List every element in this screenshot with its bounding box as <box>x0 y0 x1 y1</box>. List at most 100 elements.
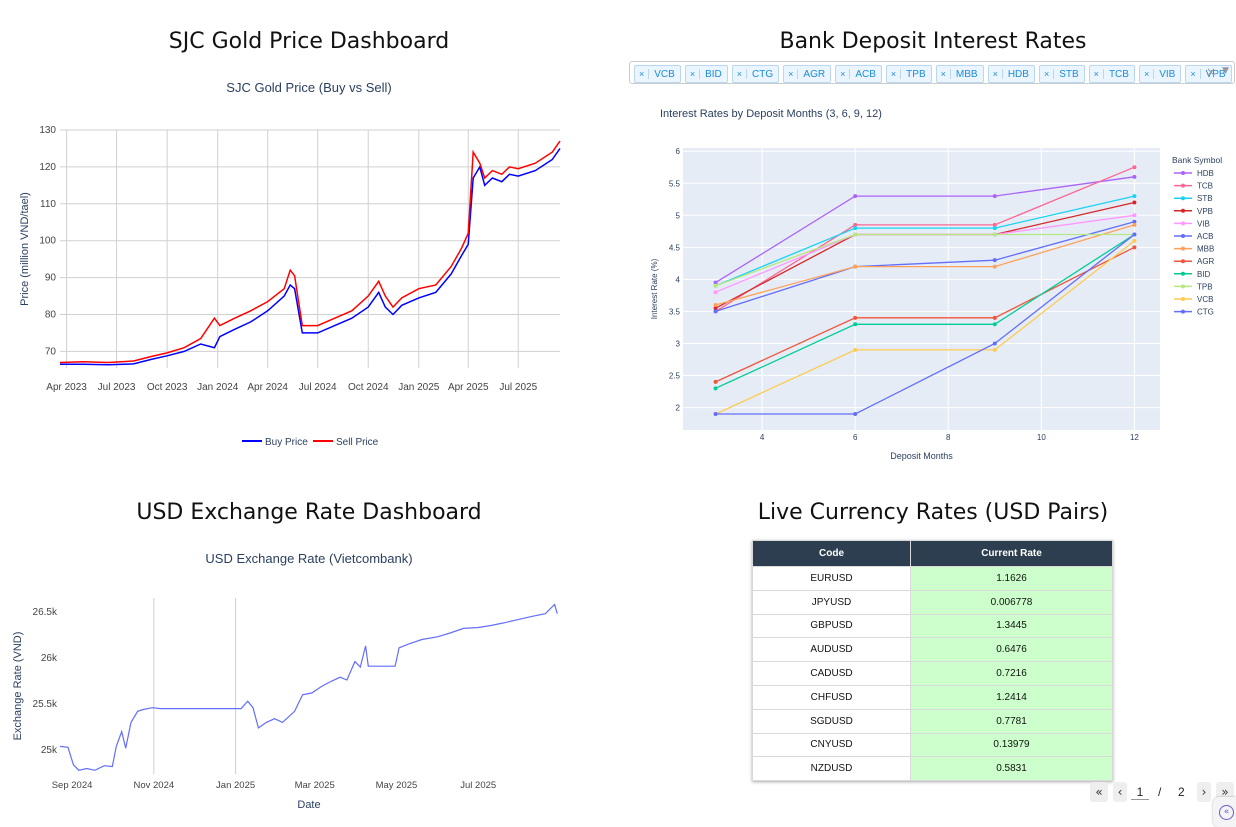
remove-chip-icon[interactable]: × <box>887 69 902 79</box>
chart-title: USD Exchange Rate (Vietcombank) <box>205 551 412 566</box>
data-point-tpb <box>992 232 997 237</box>
data-point-agr <box>713 379 718 384</box>
data-point-stb <box>1132 194 1137 199</box>
side-panel-toggle[interactable]: « <box>1213 797 1236 827</box>
y-tick-label: 5 <box>676 211 681 220</box>
usd-exchange-chart[interactable]: 25k 25.5k 26k 26.5k Sep 2024 Nov 2024 Jan 2025… <box>0 0 618 827</box>
x-tick-label: May 2025 <box>376 780 418 791</box>
y-tick-label: 100 <box>39 236 56 247</box>
table-row: CADUSD 0.7216 <box>752 661 1113 686</box>
legend-title: Bank Symbol <box>1172 155 1222 165</box>
legend-marker <box>1181 246 1185 251</box>
table-row: GBPUSD 1.3445 <box>752 613 1113 639</box>
currency-code-cell: GBPUSD <box>752 613 911 639</box>
x-tick-label: Apr 2023 <box>46 382 87 393</box>
y-tick-label: 5.5 <box>669 179 681 188</box>
series-line-buy-price <box>60 147 561 366</box>
data-point-mbb <box>992 264 997 269</box>
bank-chip: × MBB <box>935 65 984 83</box>
bank-chip: × TPB <box>885 65 932 83</box>
y-tick-label: 130 <box>39 125 56 136</box>
legend-label: VPB <box>1197 207 1213 216</box>
bank-chip-label: CTG <box>752 68 774 80</box>
y-tick-label: 110 <box>40 199 56 210</box>
data-point-tcb <box>853 222 858 227</box>
prev-page-button[interactable]: ‹ <box>1113 782 1127 802</box>
x-tick-label: 10 <box>1037 433 1046 442</box>
data-point-hdb <box>853 194 858 199</box>
data-point-vib <box>713 290 718 295</box>
live-rates-title: Live Currency Rates (USD Pairs) <box>757 500 1109 525</box>
bank-chip-label: VPB <box>1205 68 1226 80</box>
x-tick-label: 4 <box>760 433 765 442</box>
gold-price-chart[interactable]: 70 80 90 100 110 120 130 Apr 2023 Jul 2023 Oct 20… <box>0 0 618 470</box>
x-tick-label: 6 <box>853 433 858 442</box>
clear-icon[interactable]: × <box>1205 65 1216 79</box>
x-tick-label: Apr 2024 <box>247 382 288 393</box>
legend-marker <box>1181 221 1185 226</box>
collapse-icon: « <box>1219 805 1234 820</box>
x-tick-label: Oct 2023 <box>147 382 188 393</box>
interest-rate-chart[interactable]: 2 2.5 3 3.5 4 4.5 5 5.5 6 4 6 8 10 12 Interest Rates b… <box>0 0 1236 480</box>
bank-chip: × STB <box>1038 65 1085 83</box>
remove-chip-icon[interactable]: × <box>1040 69 1055 79</box>
data-point-bid <box>713 386 718 391</box>
table-row: EURUSD 1.1626 <box>752 566 1113 591</box>
currency-rate-cell: 0.6476 <box>910 637 1113 663</box>
remove-chip-icon[interactable]: × <box>1090 69 1104 79</box>
bank-chip-label: VCB <box>654 68 675 80</box>
table-row: NZDUSD 0.5831 <box>752 756 1113 782</box>
legend-marker <box>1181 297 1185 301</box>
bank-multiselect[interactable]: × VCB × BID × CTG × AGR × ACB × TPB × MBB × HDB × STB × TCB… <box>629 61 1235 84</box>
data-point-bid <box>853 322 858 327</box>
x-tick-label: 8 <box>946 433 951 442</box>
bank-chip-label: MBB <box>955 68 978 80</box>
next-page-button[interactable]: › <box>1197 782 1211 802</box>
x-tick-label: Jul 2023 <box>98 382 136 393</box>
remove-chip-icon[interactable]: × <box>836 69 851 79</box>
legend-label: TPB <box>1197 282 1213 291</box>
data-point-vpb <box>1132 200 1137 205</box>
remove-chip-icon[interactable]: × <box>784 69 799 79</box>
data-point-acb <box>992 258 997 263</box>
x-tick-label: Jul 2025 <box>499 382 537 393</box>
first-page-button[interactable]: « <box>1090 782 1108 802</box>
remove-chip-icon[interactable]: × <box>635 69 650 79</box>
legend-label: BID <box>1197 270 1211 279</box>
bank-chip: × BID <box>684 65 728 83</box>
remove-chip-icon[interactable]: × <box>989 69 1003 79</box>
remove-chip-icon[interactable]: × <box>686 69 701 79</box>
bank-chip-list: × VCB × BID × CTG × AGR × ACB × TPB × MBB × HDB × STB × TCB… <box>634 65 1232 83</box>
x-tick-label: Jan 2025 <box>398 382 440 393</box>
data-point-hdb <box>992 194 997 199</box>
column-header-code[interactable]: Code <box>752 540 911 567</box>
currency-rate-cell: 0.13979 <box>910 732 1113 758</box>
x-axis-label: Date <box>297 799 320 811</box>
chart-title: SJC Gold Price (Buy vs Sell) <box>226 80 391 95</box>
series-line-acb <box>715 221 1135 313</box>
remove-chip-icon[interactable]: × <box>1140 69 1155 79</box>
data-point-tcb <box>1132 165 1137 170</box>
x-tick-label: Mar 2025 <box>295 780 335 791</box>
remove-chip-icon[interactable]: × <box>1186 69 1201 79</box>
data-point-stb <box>853 226 858 231</box>
remove-chip-icon[interactable]: × <box>937 69 951 79</box>
page-current-input[interactable]: 1 <box>1131 785 1149 800</box>
data-point-bid <box>992 322 997 327</box>
gold-dashboard-title: SJC Gold Price Dashboard <box>168 29 450 54</box>
remove-chip-icon[interactable]: × <box>733 69 748 79</box>
legend-marker <box>1181 284 1185 289</box>
currency-rate-cell: 0.006778 <box>910 589 1113 615</box>
data-point-vcb <box>992 347 997 352</box>
currency-rate-cell: 1.1626 <box>910 566 1113 591</box>
bank-chip: × VIB <box>1138 65 1182 83</box>
series-line-mbb <box>715 224 1135 306</box>
data-point-ctg <box>853 411 858 416</box>
series-line-agr <box>715 246 1135 383</box>
bank-chip-label: VIB <box>1159 68 1176 80</box>
legend-label: AGR <box>1197 257 1215 266</box>
y-axis-label: Price (million VND/tael) <box>19 192 31 306</box>
chevron-down-icon[interactable]: ▼ <box>1222 66 1229 76</box>
column-header-rate[interactable]: Current Rate <box>910 540 1113 567</box>
bank-chip-label: ACB <box>855 68 876 80</box>
